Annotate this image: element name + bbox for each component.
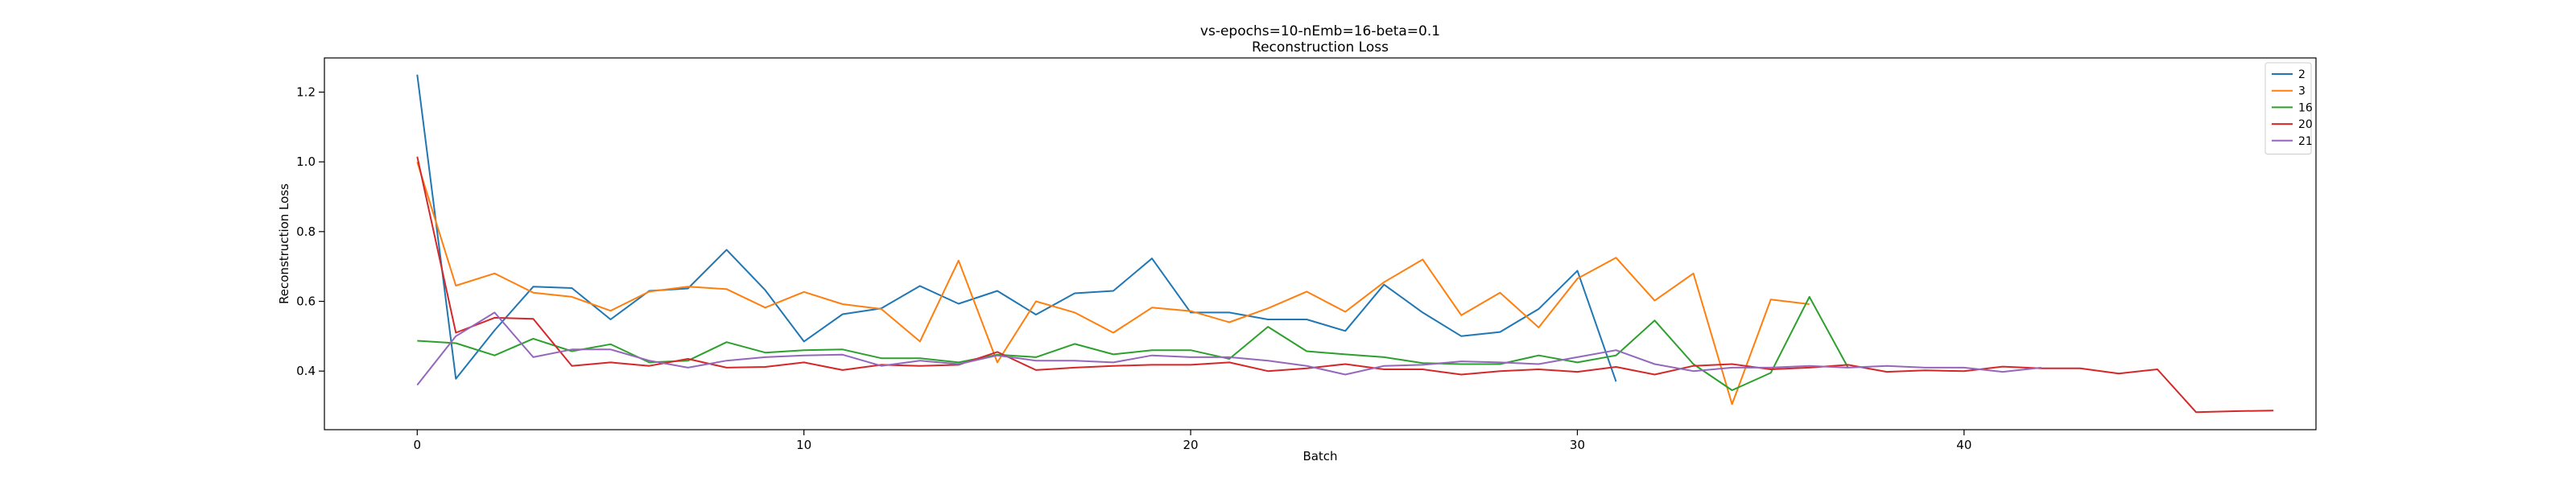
chart-title: vs-epochs=10-nEmb=16-beta=0.1 <box>1200 23 1440 39</box>
y-tick-label: 1.2 <box>296 84 316 99</box>
x-tick-label: 30 <box>1570 438 1585 452</box>
plot-area <box>416 74 2274 414</box>
x-axis: 0 10 20 30 40 <box>414 430 1971 452</box>
x-tick-label: 0 <box>414 438 422 452</box>
y-axis-label: Reconstruction Loss <box>277 183 291 304</box>
legend-label: 3 <box>2298 85 2306 98</box>
x-tick-label: 10 <box>796 438 811 452</box>
series-line-20 <box>416 156 2274 414</box>
legend: 2 3 16 20 21 <box>2264 62 2313 154</box>
x-tick-label: 20 <box>1183 438 1199 452</box>
x-axis-label: Batch <box>1302 449 1337 463</box>
legend-label: 21 <box>2298 135 2313 148</box>
legend-box <box>2264 62 2312 154</box>
y-tick-label: 1.0 <box>296 154 316 169</box>
legend-label: 2 <box>2298 68 2306 81</box>
y-tick-label: 0.4 <box>296 364 316 378</box>
legend-label: 16 <box>2298 101 2313 114</box>
y-axis: 0.4 0.6 0.8 1.0 1.2 <box>296 84 324 378</box>
y-tick-label: 0.6 <box>296 294 316 309</box>
x-tick-label: 40 <box>1956 438 1971 452</box>
axes-frame <box>324 57 2317 430</box>
legend-label: 20 <box>2298 118 2313 131</box>
series-line-2 <box>416 74 1617 382</box>
y-tick-label: 0.8 <box>296 224 316 239</box>
chart-subtitle: Reconstruction Loss <box>1252 39 1389 56</box>
series-line-3 <box>416 161 1810 406</box>
series-line-21 <box>416 311 2042 386</box>
